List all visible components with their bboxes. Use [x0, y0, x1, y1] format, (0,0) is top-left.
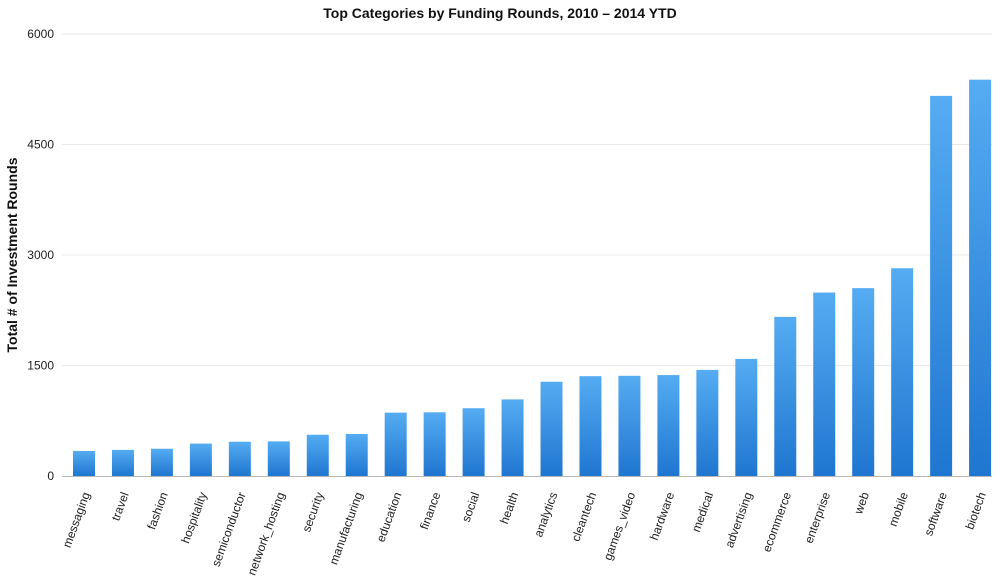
y-tick-label: 3000 — [27, 248, 54, 262]
x-category-label: software — [921, 490, 950, 538]
x-category-label: security — [299, 490, 326, 534]
gridlines — [62, 33, 992, 366]
bar-biotech — [969, 79, 992, 477]
bar-network-hosting — [267, 441, 290, 476]
x-axis-category-labels: messaging travel fashion hospitality semicon… — [60, 490, 989, 577]
x-category-label: fashion — [144, 490, 170, 531]
bar-analytics — [540, 381, 563, 476]
chart-title: Top Categories by Funding Rounds, 2010 –… — [323, 5, 676, 21]
x-category-label: network_hosting — [245, 490, 288, 577]
bar-mobile — [891, 268, 914, 476]
x-category-label: messaging — [60, 490, 93, 549]
bar-enterprise — [813, 292, 836, 476]
bar-advertising — [735, 358, 758, 476]
bar-games-video — [618, 375, 641, 476]
x-category-label: medical — [689, 490, 716, 534]
y-axis-ticks: 0 1500 3000 4500 6000 — [27, 27, 54, 483]
y-tick-label: 1500 — [27, 359, 54, 373]
bar-web — [852, 288, 875, 476]
bar-medical — [696, 369, 719, 476]
x-category-label: biotech — [963, 490, 989, 531]
bar-travel — [111, 449, 134, 476]
x-category-label: web — [851, 490, 872, 517]
x-category-label: games_video — [601, 490, 639, 562]
x-category-label: health — [497, 490, 521, 526]
bar-manufacturing — [345, 434, 368, 476]
bar-hospitality — [189, 443, 212, 476]
bar-cleantech — [579, 376, 602, 476]
bars — [73, 79, 992, 477]
x-category-label: manufacturing — [326, 490, 365, 566]
bar-education — [384, 412, 407, 476]
x-category-label: analytics — [531, 490, 560, 539]
x-category-label: advertising — [722, 490, 755, 549]
y-tick-label: 6000 — [27, 27, 54, 41]
x-category-label: finance — [417, 490, 444, 531]
y-tick-label: 4500 — [27, 138, 54, 152]
y-axis-title: Total # of Investment Rounds — [4, 157, 20, 352]
bar-health — [501, 399, 524, 476]
y-tick-label: 0 — [47, 469, 54, 483]
bar-social — [462, 408, 485, 476]
x-category-label: ecommerce — [760, 490, 795, 554]
bar-software — [930, 95, 953, 476]
bar-fashion — [150, 448, 173, 476]
x-category-label: education — [374, 490, 405, 544]
x-category-label: cleantech — [569, 490, 600, 543]
bar-security — [306, 434, 329, 476]
x-category-label: semiconductor — [209, 490, 249, 568]
bar-messaging — [73, 450, 95, 476]
x-category-label: enterprise — [802, 490, 834, 545]
bar-finance — [423, 412, 446, 476]
x-category-label: travel — [109, 490, 132, 522]
bar-hardware — [657, 375, 680, 476]
x-category-label: social — [459, 490, 483, 524]
x-category-label: mobile — [886, 490, 911, 528]
x-category-label: hardware — [647, 490, 677, 542]
bar-ecommerce — [774, 316, 797, 476]
bar-semiconductor — [228, 441, 251, 476]
x-category-label: hospitality — [178, 490, 209, 545]
